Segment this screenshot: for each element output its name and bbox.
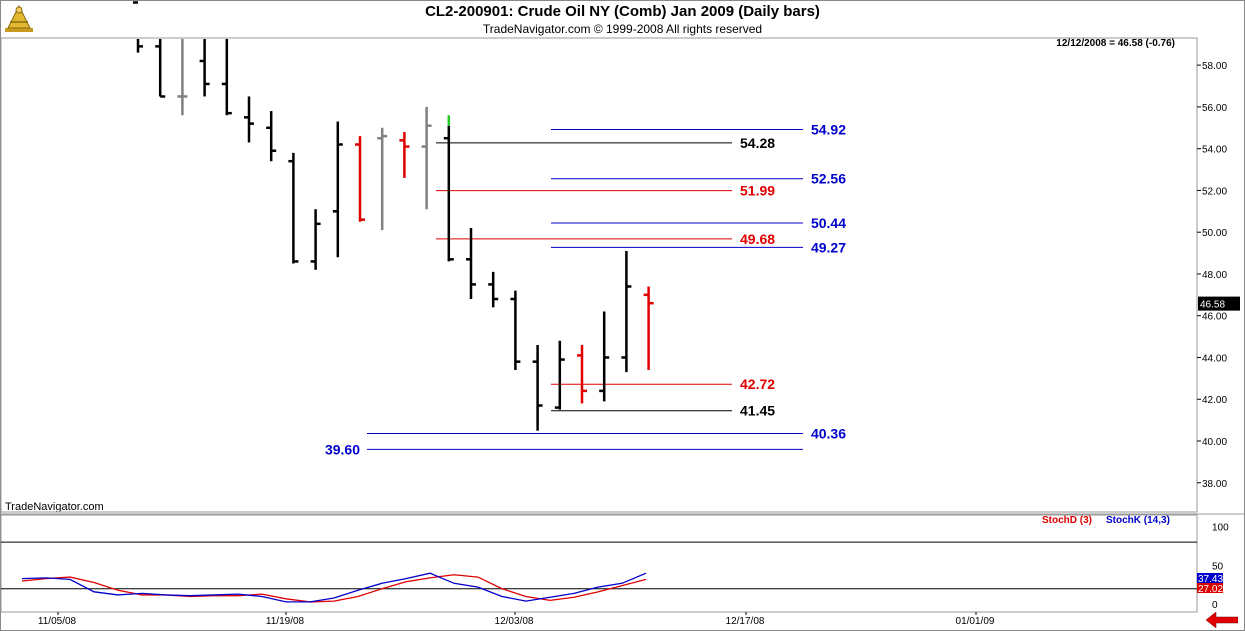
price-panel [0,37,1198,513]
y-tick-label: 44.00 [1202,353,1227,364]
y-tick-label: 54.00 [1202,145,1227,156]
x-tick-label: 12/17/08 [726,616,765,627]
y-tick-label: 46.00 [1202,312,1227,323]
legend-stochd: StochD (3) [1042,515,1092,526]
copyright-line: TradeNavigator.com © 1999-2008 All right… [482,22,763,36]
y-tick-label: 48.00 [1202,270,1227,281]
x-tick-label: 11/05/08 [38,616,77,627]
level-label: 49.27 [811,239,846,255]
last-price-label: 46.58 [1200,300,1225,311]
stoch-y-tick-label: 50 [1212,561,1224,572]
level-label: 52.56 [811,171,846,187]
x-tick-label: 11/19/08 [266,616,305,627]
last-price-tag [1198,296,1240,311]
stoch-last-label: 37.43 [1198,574,1223,585]
y-tick-label: 38.00 [1202,479,1227,490]
y-tick-label: 52.00 [1202,186,1227,197]
level-label: 40.36 [811,425,846,441]
stochk-line [21,572,647,603]
level-label: 50.44 [811,215,846,231]
level-label: 54.28 [740,135,775,151]
level-label: 51.99 [740,183,775,199]
stoch-last-tag [1197,583,1223,593]
stoch-y-tick-label: 0 [1212,600,1218,611]
last-price-info: 12/12/2008 = 46.58 (-0.76) [1056,38,1175,49]
level-label: 39.60 [325,441,360,457]
watermark-text: TradeNavigator.com [5,501,104,513]
x-tick-label: 01/01/09 [956,616,995,627]
level-label: 41.45 [740,403,775,419]
chart-title: CL2-200901: Crude Oil NY (Comb) Jan 2009… [425,3,820,20]
y-tick-label: 42.00 [1202,395,1227,406]
y-tick-label: 56.00 [1202,103,1227,114]
stoch-last-tag [1197,573,1223,583]
level-label: 54.92 [811,121,846,137]
legend-stochk: StochK (14,3) [1106,515,1170,526]
y-tick-label: 40.00 [1202,437,1227,448]
level-label: 42.72 [740,376,775,392]
level-label: 49.68 [740,231,775,247]
stoch-panel [0,514,1198,613]
stoch-y-tick-label: 100 [1212,523,1229,534]
y-tick-label: 50.00 [1202,228,1227,239]
x-tick-label: 12/03/08 [495,616,534,627]
stoch-last-label: 27.02 [1198,584,1223,595]
trade-navigator-logo-icon[interactable] [4,4,34,34]
scroll-back-arrow-icon[interactable] [1206,612,1238,628]
y-tick-label: 58.00 [1202,61,1227,72]
